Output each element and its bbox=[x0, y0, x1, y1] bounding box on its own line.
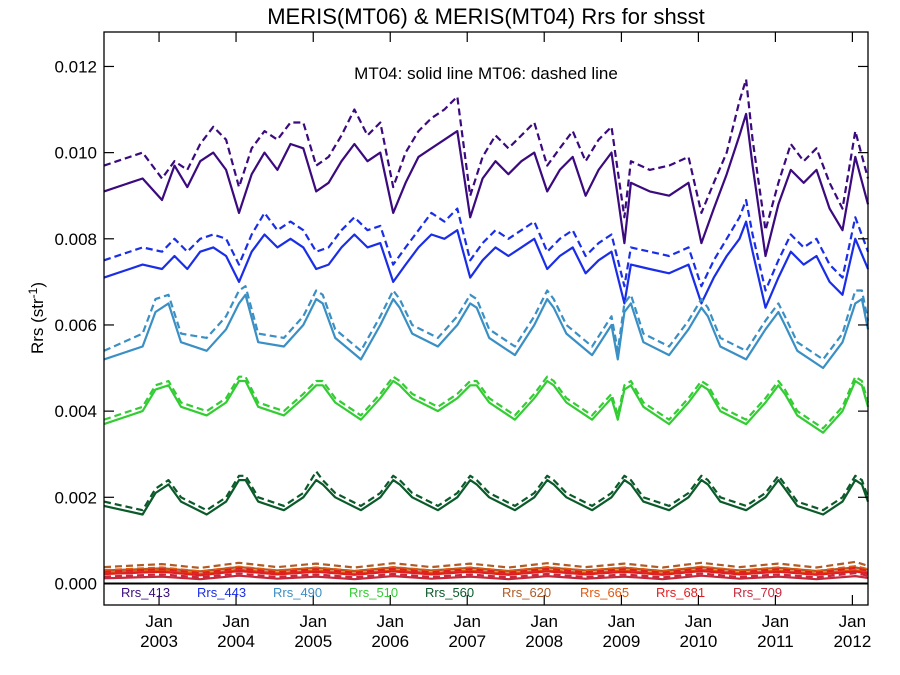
series-line-rrs_413-mt04 bbox=[103, 112, 870, 258]
line-style-annotation: MT04: solid line MT06: dashed line bbox=[354, 64, 618, 83]
x-axis: Jan2003Jan2004Jan2005Jan2006Jan2007Jan20… bbox=[140, 32, 871, 651]
x-tick-label-month: Jan bbox=[454, 612, 481, 631]
series-line-rrs_510-mt06 bbox=[103, 375, 870, 430]
y-axis-label-superscript: -1 bbox=[26, 287, 40, 298]
series-line-rrs_560-mt04 bbox=[103, 479, 870, 516]
y-tick-label: 0.000 bbox=[54, 574, 97, 593]
y-axis-label: Rrs (str-1) bbox=[26, 282, 47, 354]
legend-rrs_490: Rrs_490 bbox=[273, 585, 322, 600]
series-line-rrs_510-mt04 bbox=[103, 379, 870, 434]
series-line-rrs_709-mt06 bbox=[103, 571, 869, 579]
x-tick-label-year: 2004 bbox=[217, 632, 255, 651]
legend-rrs_620: Rrs_620 bbox=[502, 585, 551, 600]
series-line-rrs_681-mt06 bbox=[103, 566, 869, 575]
y-tick-label: 0.004 bbox=[54, 402, 97, 421]
series-line-rrs_665-mt04 bbox=[103, 568, 869, 576]
x-tick-label-year: 2006 bbox=[371, 632, 409, 651]
series-line-rrs_490-mt06 bbox=[103, 285, 870, 361]
x-tick-label-year: 2008 bbox=[525, 632, 563, 651]
legend-rrs_665: Rrs_665 bbox=[580, 585, 629, 600]
x-tick-label-month: Jan bbox=[222, 612, 249, 631]
series-line-rrs_443-mt06 bbox=[103, 198, 870, 292]
series-line-rrs_443-mt04 bbox=[103, 220, 870, 309]
x-tick-label-year: 2010 bbox=[679, 632, 717, 651]
plot-frame bbox=[103, 31, 869, 606]
y-tick-label: 0.006 bbox=[54, 316, 97, 335]
x-tick-label-month: Jan bbox=[531, 612, 558, 631]
y-tick-label: 0.012 bbox=[54, 57, 97, 76]
y-tick-label: 0.008 bbox=[54, 230, 97, 249]
plot-lines bbox=[103, 78, 870, 581]
x-tick-label-year: 2012 bbox=[833, 632, 871, 651]
series-line-rrs_490-mt04 bbox=[103, 293, 870, 370]
x-tick-label-year: 2011 bbox=[757, 632, 794, 651]
legend-rrs_510: Rrs_510 bbox=[349, 585, 398, 600]
x-tick-label-year: 2005 bbox=[294, 632, 332, 651]
legend-rrs_560: Rrs_560 bbox=[425, 585, 474, 600]
x-tick-label-year: 2009 bbox=[603, 632, 641, 651]
legend-rrs_681: Rrs_681 bbox=[656, 585, 705, 600]
x-tick-label-month: Jan bbox=[685, 612, 712, 631]
x-tick-label-month: Jan bbox=[377, 612, 404, 631]
x-tick-label-month: Jan bbox=[145, 612, 172, 631]
x-tick-label-month: Jan bbox=[762, 612, 789, 631]
series-line-rrs_681-mt04 bbox=[103, 569, 869, 577]
series-line-rrs_560-mt06 bbox=[103, 470, 870, 512]
x-tick-label-year: 2003 bbox=[140, 632, 178, 651]
legend-rrs_413: Rrs_413 bbox=[121, 585, 170, 600]
x-tick-label-month: Jan bbox=[300, 612, 327, 631]
series-line-rrs_413-mt06 bbox=[103, 78, 870, 232]
legend-rrs_443: Rrs_443 bbox=[197, 585, 246, 600]
legend-rrs_709: Rrs_709 bbox=[733, 585, 782, 600]
y-tick-label: 0.002 bbox=[54, 488, 97, 507]
series-line-rrs_665-mt06 bbox=[103, 565, 869, 573]
legend: Rrs_413 Rrs_443 Rrs_490 Rrs_510 Rrs_560 Rrs_6… bbox=[121, 585, 782, 600]
y-tick-label: 0.010 bbox=[54, 144, 97, 163]
chart-title: MERIS(MT06) & MERIS(MT04) Rrs for shsst bbox=[267, 4, 705, 29]
x-tick-label-month: Jan bbox=[839, 612, 866, 631]
series-line-rrs_709-mt04 bbox=[103, 574, 869, 581]
x-tick-label-year: 2007 bbox=[448, 632, 486, 651]
x-tick-label-month: Jan bbox=[608, 612, 635, 631]
series-line-rrs_620-mt06 bbox=[103, 560, 869, 570]
y-axis: 0.000 0.002 0.004 0.006 0.008 0.010 0.012 bbox=[54, 57, 868, 593]
